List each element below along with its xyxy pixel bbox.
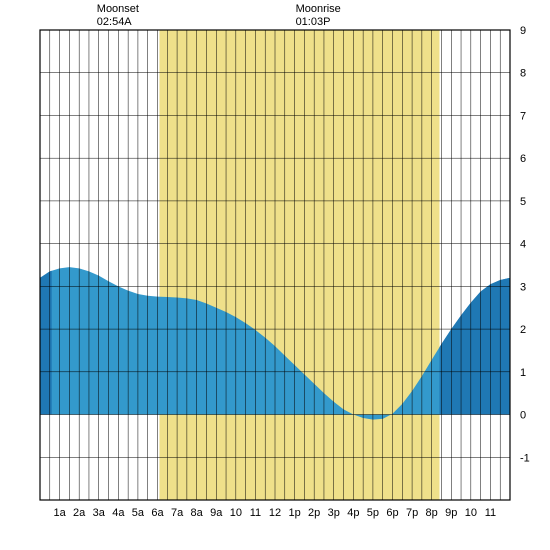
x-tick-label: 3a bbox=[93, 507, 106, 519]
moonrise-time: 01:03P bbox=[296, 16, 331, 28]
x-tick-label: 5p bbox=[367, 507, 379, 519]
moon-band bbox=[159, 30, 439, 500]
y-tick-label: -1 bbox=[520, 452, 530, 464]
x-tick-label: 10 bbox=[230, 507, 242, 519]
y-tick-label: 8 bbox=[520, 68, 526, 80]
y-tick-label: 5 bbox=[520, 196, 526, 208]
x-tick-label: 5a bbox=[132, 507, 145, 519]
y-tick-label: 0 bbox=[520, 410, 526, 422]
y-tick-label: 7 bbox=[520, 110, 526, 122]
x-tick-label: 1a bbox=[53, 507, 66, 519]
tide-chart: 1a2a3a4a5a6a7a8a9a1011121p2p3p4p5p6p7p8p… bbox=[0, 0, 550, 550]
moonset-title: Moonset bbox=[97, 3, 139, 15]
x-tick-label: 7a bbox=[171, 507, 184, 519]
x-tick-label: 11 bbox=[485, 507, 496, 519]
x-tick-label: 8p bbox=[426, 507, 438, 519]
x-tick-label: 11 bbox=[250, 507, 261, 519]
x-tick-label: 4p bbox=[347, 507, 359, 519]
x-tick-label: 10 bbox=[465, 507, 477, 519]
moonset-time: 02:54A bbox=[97, 16, 133, 28]
x-tick-label: 2a bbox=[73, 507, 86, 519]
y-tick-label: 1 bbox=[520, 367, 526, 379]
y-tick-label: 2 bbox=[520, 324, 526, 336]
y-tick-label: 3 bbox=[520, 281, 526, 293]
x-tick-label: 4a bbox=[112, 507, 125, 519]
x-tick-label: 3p bbox=[328, 507, 340, 519]
y-tick-label: 4 bbox=[520, 239, 526, 251]
x-tick-label: 2p bbox=[308, 507, 320, 519]
x-tick-label: 6p bbox=[386, 507, 398, 519]
chart-svg: 1a2a3a4a5a6a7a8a9a1011121p2p3p4p5p6p7p8p… bbox=[0, 0, 550, 550]
x-tick-label: 12 bbox=[269, 507, 281, 519]
x-tick-label: 8a bbox=[191, 507, 204, 519]
y-tick-label: 9 bbox=[520, 25, 526, 37]
x-tick-label: 6a bbox=[151, 507, 164, 519]
x-tick-label: 7p bbox=[406, 507, 418, 519]
y-tick-label: 6 bbox=[520, 153, 526, 165]
moonrise-title: Moonrise bbox=[296, 3, 341, 15]
x-tick-label: 1p bbox=[288, 507, 300, 519]
x-tick-label: 9a bbox=[210, 507, 223, 519]
x-tick-label: 9p bbox=[445, 507, 457, 519]
